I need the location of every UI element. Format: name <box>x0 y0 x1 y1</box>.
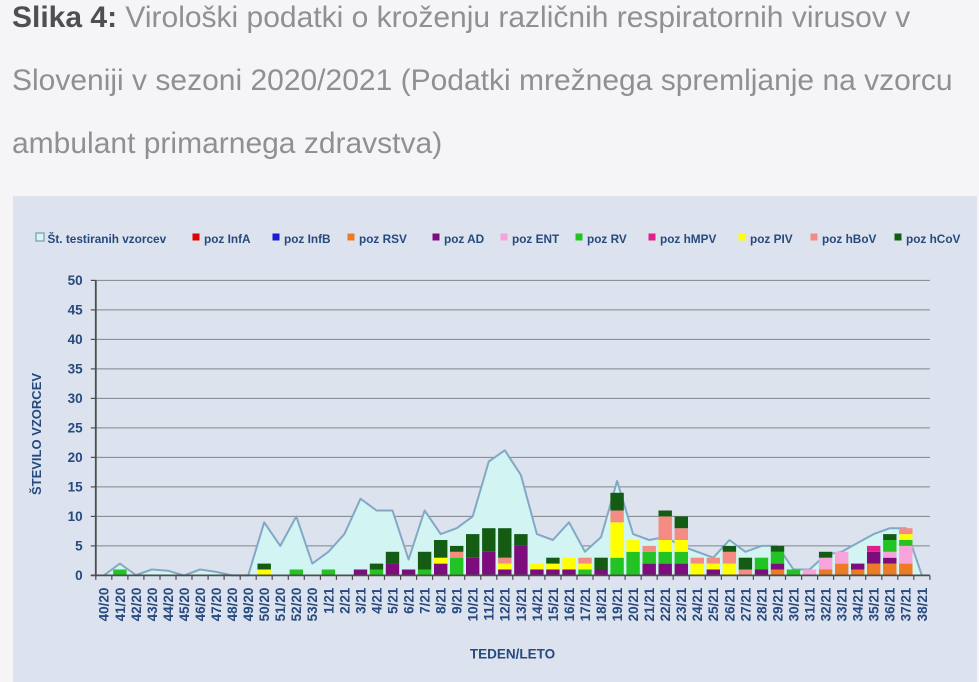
svg-text:30/21: 30/21 <box>786 587 801 621</box>
svg-text:46/20: 46/20 <box>193 588 208 622</box>
svg-text:44/20: 44/20 <box>160 588 175 622</box>
svg-text:poz hBoV: poz hBoV <box>822 232 877 246</box>
svg-text:poz hMPV: poz hMPV <box>660 232 716 246</box>
svg-text:poz PIV: poz PIV <box>750 232 793 246</box>
svg-text:14/21: 14/21 <box>529 587 544 621</box>
svg-text:TEDEN/LETO: TEDEN/LETO <box>469 647 554 662</box>
svg-text:poz AD: poz AD <box>444 232 485 246</box>
svg-text:49/20: 49/20 <box>241 588 256 622</box>
svg-text:poz RSV: poz RSV <box>359 232 407 246</box>
svg-text:poz hCoV: poz hCoV <box>906 232 961 246</box>
svg-text:47/20: 47/20 <box>209 588 224 622</box>
svg-text:12/21: 12/21 <box>497 587 512 621</box>
svg-text:poz RV: poz RV <box>587 232 627 246</box>
svg-text:5/21: 5/21 <box>385 587 400 614</box>
svg-text:37/21: 37/21 <box>898 587 913 621</box>
svg-text:53/20: 53/20 <box>305 588 320 622</box>
svg-text:10: 10 <box>67 509 82 524</box>
svg-text:52/20: 52/20 <box>289 588 304 622</box>
svg-text:38/21: 38/21 <box>914 587 929 621</box>
svg-text:32/21: 32/21 <box>818 587 833 621</box>
svg-text:35: 35 <box>67 362 83 377</box>
svg-text:50: 50 <box>67 273 82 288</box>
svg-text:42/20: 42/20 <box>128 588 143 622</box>
svg-text:40: 40 <box>67 332 82 347</box>
svg-text:27/21: 27/21 <box>738 587 753 621</box>
svg-text:40/20: 40/20 <box>96 588 111 622</box>
svg-text:45/20: 45/20 <box>176 588 191 622</box>
svg-text:10/21: 10/21 <box>465 587 480 621</box>
svg-text:8/21: 8/21 <box>433 587 448 614</box>
svg-text:33/21: 33/21 <box>834 587 849 621</box>
svg-text:22/21: 22/21 <box>658 587 673 621</box>
svg-text:25: 25 <box>67 421 83 436</box>
svg-text:6/21: 6/21 <box>401 587 416 614</box>
svg-text:19/21: 19/21 <box>610 587 625 621</box>
svg-text:1/21: 1/21 <box>321 587 336 614</box>
svg-text:18/21: 18/21 <box>594 587 609 621</box>
svg-text:4/21: 4/21 <box>369 587 384 614</box>
svg-text:51/20: 51/20 <box>273 588 288 622</box>
svg-text:45: 45 <box>67 303 83 318</box>
svg-text:poz ENT: poz ENT <box>512 232 560 246</box>
svg-text:24/21: 24/21 <box>690 587 705 621</box>
svg-text:5: 5 <box>75 539 83 554</box>
svg-text:15/21: 15/21 <box>545 587 560 621</box>
svg-text:50/20: 50/20 <box>257 588 272 622</box>
svg-text:0: 0 <box>75 568 83 583</box>
svg-text:28/21: 28/21 <box>754 587 769 621</box>
svg-text:36/21: 36/21 <box>882 587 897 621</box>
svg-text:48/20: 48/20 <box>225 588 240 622</box>
svg-text:30: 30 <box>67 391 82 406</box>
svg-text:23/21: 23/21 <box>674 587 689 621</box>
svg-text:35/21: 35/21 <box>866 587 881 621</box>
svg-text:13/21: 13/21 <box>513 587 528 621</box>
svg-text:34/21: 34/21 <box>850 587 865 621</box>
svg-text:17/21: 17/21 <box>577 587 592 621</box>
svg-text:2/21: 2/21 <box>337 587 352 614</box>
svg-text:31/21: 31/21 <box>802 587 817 621</box>
svg-text:26/21: 26/21 <box>722 587 737 621</box>
svg-text:20: 20 <box>67 450 82 465</box>
svg-text:poz InfB: poz InfB <box>284 232 331 246</box>
svg-text:Št. testiranih vzorcev: Št. testiranih vzorcev <box>47 232 166 246</box>
svg-text:9/21: 9/21 <box>449 587 464 614</box>
svg-text:poz InfA: poz InfA <box>204 232 251 246</box>
svg-text:21/21: 21/21 <box>642 587 657 621</box>
svg-text:41/20: 41/20 <box>112 588 127 622</box>
svg-text:43/20: 43/20 <box>144 588 159 622</box>
svg-text:11/21: 11/21 <box>481 587 496 621</box>
svg-text:ŠTEVILO VZORCEV: ŠTEVILO VZORCEV <box>29 373 44 495</box>
svg-text:15: 15 <box>67 480 83 495</box>
svg-text:7/21: 7/21 <box>417 587 432 614</box>
svg-text:29/21: 29/21 <box>770 587 785 621</box>
svg-text:25/21: 25/21 <box>706 587 721 621</box>
svg-text:20/21: 20/21 <box>626 587 641 621</box>
svg-text:16/21: 16/21 <box>561 587 576 621</box>
svg-text:3/21: 3/21 <box>353 587 368 614</box>
